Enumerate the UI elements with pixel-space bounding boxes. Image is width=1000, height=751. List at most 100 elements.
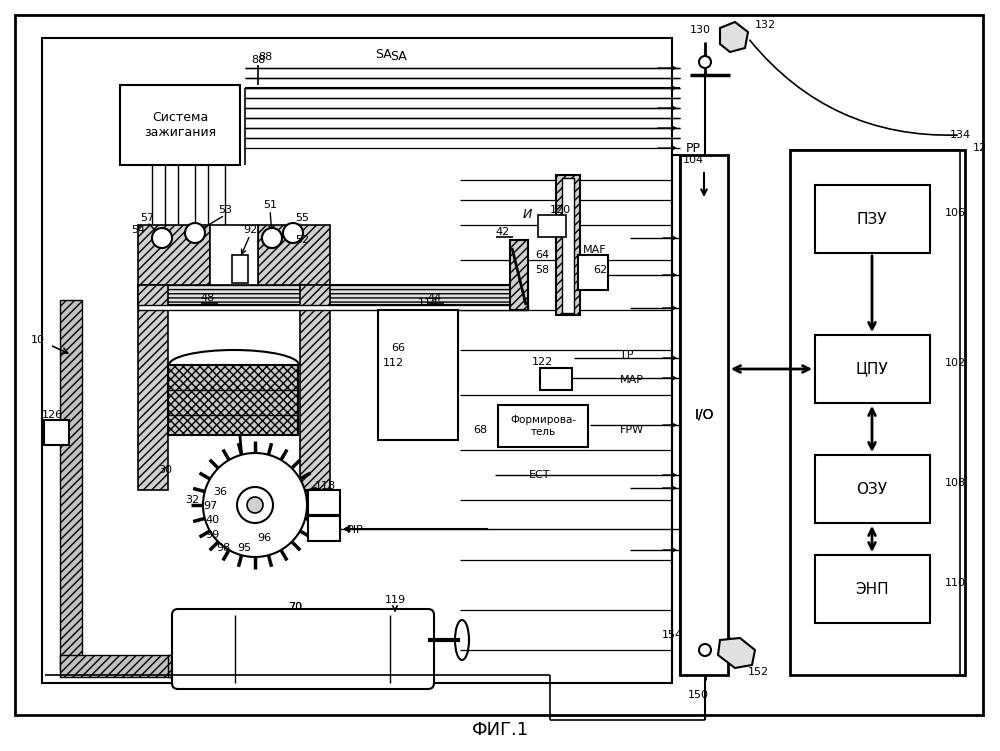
Text: SA: SA [375, 49, 392, 62]
Text: ФИГ.1: ФИГ.1 [471, 721, 529, 739]
Text: 150: 150 [688, 690, 708, 700]
Bar [138, 225, 210, 285]
Text: 134: 134 [950, 130, 971, 140]
Text: 51: 51 [263, 200, 277, 210]
Text: ЦПУ: ЦПУ [856, 361, 888, 376]
Bar [510, 240, 528, 310]
Bar [815, 555, 930, 623]
Text: ЭНП: ЭНП [855, 581, 889, 596]
Bar [680, 155, 728, 675]
Bar [540, 368, 572, 390]
Bar [790, 150, 965, 675]
Text: 96: 96 [257, 533, 271, 543]
Text: 58: 58 [535, 265, 549, 275]
Bar [815, 455, 930, 523]
Text: 10: 10 [31, 335, 45, 345]
Text: 70: 70 [288, 602, 302, 612]
Bar [42, 38, 672, 683]
Bar [562, 178, 574, 313]
Text: 44: 44 [428, 293, 442, 303]
FancyBboxPatch shape [172, 609, 434, 689]
Text: 130: 130 [690, 25, 710, 35]
Bar [210, 225, 258, 285]
Bar [258, 225, 330, 285]
Text: 40: 40 [205, 515, 219, 525]
Text: 53: 53 [218, 205, 232, 215]
Text: 114: 114 [417, 298, 439, 308]
Text: 95: 95 [237, 543, 251, 553]
Text: MAF: MAF [583, 245, 607, 255]
Polygon shape [720, 22, 748, 52]
Text: 62: 62 [593, 265, 607, 275]
Bar [168, 655, 188, 677]
Text: 112: 112 [382, 358, 404, 368]
Circle shape [699, 644, 711, 656]
Text: 70: 70 [288, 602, 302, 612]
Text: 88: 88 [258, 52, 272, 62]
Text: 32: 32 [185, 495, 199, 505]
Bar [60, 655, 190, 677]
Text: 102: 102 [945, 358, 966, 368]
Text: 108: 108 [945, 478, 966, 488]
Bar [44, 420, 69, 445]
Text: 68: 68 [473, 425, 487, 435]
Bar [378, 310, 458, 440]
Text: 126: 126 [42, 410, 63, 420]
Text: 154: 154 [661, 630, 683, 640]
Bar [120, 85, 240, 165]
Text: I/O: I/O [694, 408, 714, 422]
Circle shape [699, 56, 711, 68]
Text: 55: 55 [295, 213, 309, 223]
Bar [300, 285, 330, 490]
Bar [556, 175, 580, 315]
Text: 88: 88 [251, 55, 265, 65]
Bar [308, 516, 340, 541]
Text: 98: 98 [216, 543, 230, 553]
Text: 122: 122 [531, 357, 553, 367]
Text: 64: 64 [535, 250, 549, 260]
Circle shape [262, 228, 282, 248]
Circle shape [283, 223, 303, 243]
Text: 152: 152 [748, 667, 769, 677]
Text: PIP: PIP [347, 525, 364, 535]
Text: 92: 92 [243, 225, 257, 235]
Circle shape [185, 223, 205, 243]
Bar [168, 365, 298, 435]
Text: Система
зажигания: Система зажигания [144, 111, 216, 139]
Bar [308, 490, 340, 515]
Text: 66: 66 [391, 343, 405, 353]
Circle shape [203, 453, 307, 557]
Text: ECT: ECT [529, 470, 551, 480]
Circle shape [237, 487, 273, 523]
Text: TP: TP [620, 350, 634, 360]
Text: MAP: MAP [620, 375, 644, 385]
Text: 118: 118 [314, 481, 336, 491]
Bar [538, 215, 566, 237]
Text: 120: 120 [549, 205, 571, 215]
Text: 106: 106 [945, 208, 966, 218]
Text: SA: SA [390, 50, 407, 64]
Text: PP: PP [686, 141, 700, 155]
FancyBboxPatch shape [48, 283, 192, 697]
Bar [578, 255, 608, 290]
Polygon shape [718, 638, 755, 668]
Text: 12: 12 [973, 143, 987, 153]
Text: 36: 36 [213, 487, 227, 497]
Bar [498, 405, 588, 447]
Text: 42: 42 [496, 227, 510, 237]
Text: 132: 132 [755, 20, 776, 30]
Text: FPW: FPW [620, 425, 644, 435]
Text: ПЗУ: ПЗУ [857, 212, 887, 227]
Circle shape [152, 228, 172, 248]
Bar [60, 300, 82, 670]
Text: 99: 99 [205, 530, 219, 540]
Bar [138, 285, 168, 490]
Bar [138, 305, 528, 310]
Text: 54: 54 [131, 225, 145, 235]
Text: 48: 48 [201, 293, 215, 303]
Text: 30: 30 [158, 465, 172, 475]
Circle shape [247, 497, 263, 513]
Bar [815, 335, 930, 403]
Text: 104: 104 [682, 155, 704, 165]
Bar [138, 285, 528, 305]
